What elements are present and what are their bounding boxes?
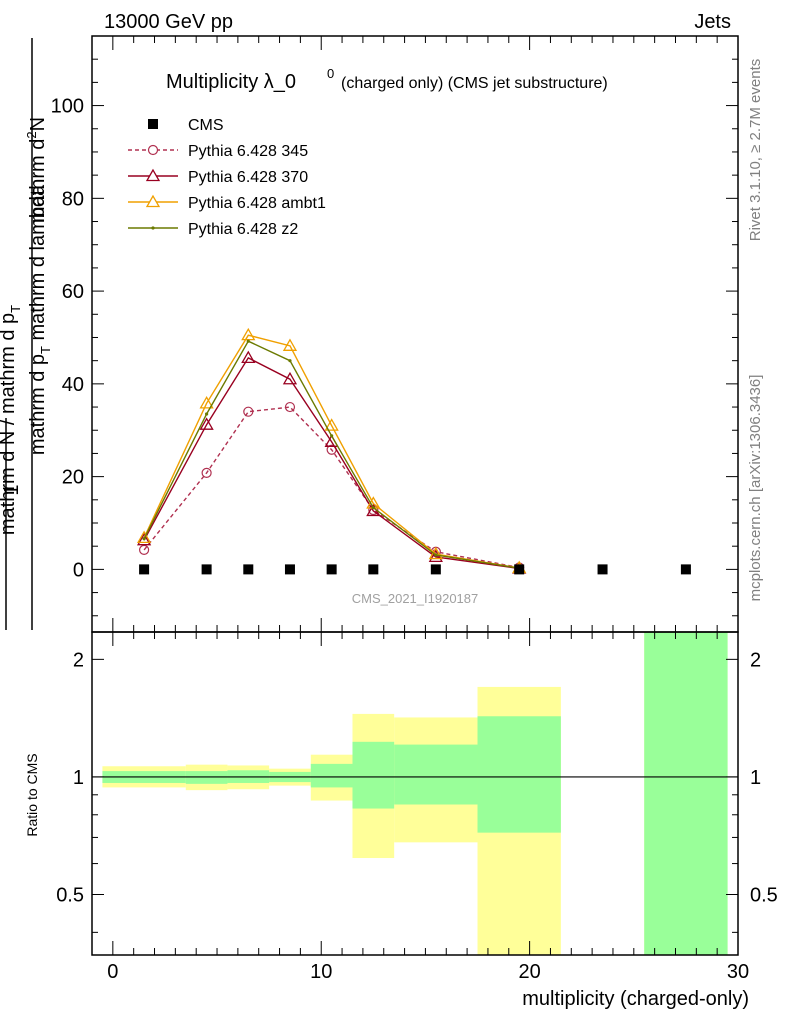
series-point xyxy=(243,406,254,417)
ratio-tick-label: 1 xyxy=(73,767,84,789)
legend-label: Pythia 6.428 345 xyxy=(188,143,308,160)
series-point xyxy=(330,434,334,438)
legend-marker xyxy=(148,119,158,129)
series-point xyxy=(246,339,250,343)
series-point xyxy=(284,401,296,413)
data-point xyxy=(368,564,379,575)
legend-entry: Pythia 6.428 370 xyxy=(128,168,308,186)
ratio-band-green xyxy=(477,716,561,833)
series-point xyxy=(199,396,214,409)
series-point xyxy=(201,467,212,479)
x-axis-label: multiplicity (charged-only) xyxy=(522,988,749,1010)
legend-marker xyxy=(145,194,161,208)
data-point xyxy=(243,564,254,575)
legend-marker xyxy=(151,226,155,230)
ratio-tick-label: 2 xyxy=(73,649,84,671)
ratio-band-green xyxy=(352,741,395,809)
series-point xyxy=(136,530,152,543)
x-tick-label: 0 xyxy=(107,961,118,983)
title-superscript: 0 xyxy=(327,66,334,81)
data-point xyxy=(597,564,608,575)
ratio-band-green xyxy=(644,632,728,955)
legend-entry: Pythia 6.428 ambt1 xyxy=(128,194,326,212)
legend-label: CMS xyxy=(188,117,224,134)
data-point xyxy=(201,564,212,575)
header-right: Jets xyxy=(694,11,731,33)
series-point xyxy=(142,537,146,541)
series-line xyxy=(143,356,520,570)
ratio-band-green xyxy=(310,763,353,788)
svg-text:mathrm d N / mathrm d pT: mathrm d N / mathrm d pT xyxy=(0,305,23,535)
legend-marker xyxy=(145,168,161,182)
y-axis-label: mathrm d2N mathrm d pT mathrm d lambda 1… xyxy=(0,38,53,630)
series-point xyxy=(434,553,438,557)
legend-label: Pythia 6.428 z2 xyxy=(188,221,298,238)
title-main: Multiplicity λ_0 xyxy=(166,71,296,93)
x-tick-label: 30 xyxy=(727,961,749,983)
svg-text:1: 1 xyxy=(1,484,23,495)
svg-text:mathrm d pT mathrm d lambda: mathrm d pT mathrm d lambda xyxy=(27,184,53,455)
mcplots-label: mcplots.cern.ch [arXiv:1306.3436] xyxy=(747,375,764,602)
y-tick-label: 80 xyxy=(62,188,84,210)
y-tick-label: 60 xyxy=(62,281,84,303)
series-point xyxy=(241,350,256,364)
ratio-tick-label: 1 xyxy=(750,767,761,789)
y-tick-label: 0 xyxy=(73,559,84,581)
ratio-plot-frame xyxy=(91,631,739,956)
legend-entry: Pythia 6.428 z2 xyxy=(128,221,298,238)
data-point xyxy=(326,564,337,575)
y-tick-label: 40 xyxy=(62,374,84,396)
data-point xyxy=(139,564,150,575)
x-tick-label: 20 xyxy=(518,961,540,983)
y-tick-label: 100 xyxy=(51,96,84,118)
series-point xyxy=(282,338,298,351)
series-point xyxy=(288,359,292,363)
series-point xyxy=(199,417,214,430)
series-point xyxy=(371,506,375,510)
legend-entry: Pythia 6.428 345 xyxy=(128,143,308,160)
chart-title: Multiplicity λ_0 0 (charged only) (CMS j… xyxy=(166,66,608,93)
data-point xyxy=(284,564,295,575)
series-line xyxy=(143,340,520,569)
x-tick-label: 10 xyxy=(310,961,332,983)
title-suffix: (charged only) (CMS jet substructure) xyxy=(341,75,608,92)
rivet-label: Rivet 3.1.10, ≥ 2.7M events xyxy=(747,59,764,242)
legend: CMS Pythia 6.428 345 Pythia 6.428 370 Pythi… xyxy=(128,117,326,238)
ratio-band-green xyxy=(394,744,478,805)
analysis-watermark: CMS_2021_I1920187 xyxy=(352,591,479,606)
legend-entry: CMS xyxy=(148,117,224,134)
data-point xyxy=(680,564,691,575)
header-left: 13000 GeV pp xyxy=(104,11,233,33)
ratio-y-label: Ratio to CMS xyxy=(24,753,40,836)
y-tick-label: 20 xyxy=(62,467,84,489)
legend-label: Pythia 6.428 ambt1 xyxy=(188,195,326,212)
series-point xyxy=(324,418,339,431)
series-line xyxy=(143,406,520,569)
legend-marker xyxy=(147,144,159,156)
series-line xyxy=(143,334,520,569)
ratio-tick-label: 0.5 xyxy=(750,885,778,907)
data-point xyxy=(514,564,525,575)
legend-label: Pythia 6.428 370 xyxy=(188,169,308,186)
ratio-tick-label: 2 xyxy=(750,649,761,671)
series-point xyxy=(138,544,150,556)
ratio-tick-label: 0.5 xyxy=(56,885,84,907)
series-point xyxy=(282,371,298,385)
series-point xyxy=(241,327,256,341)
series-point xyxy=(205,412,209,416)
series-point xyxy=(136,532,152,546)
data-point xyxy=(430,564,441,575)
